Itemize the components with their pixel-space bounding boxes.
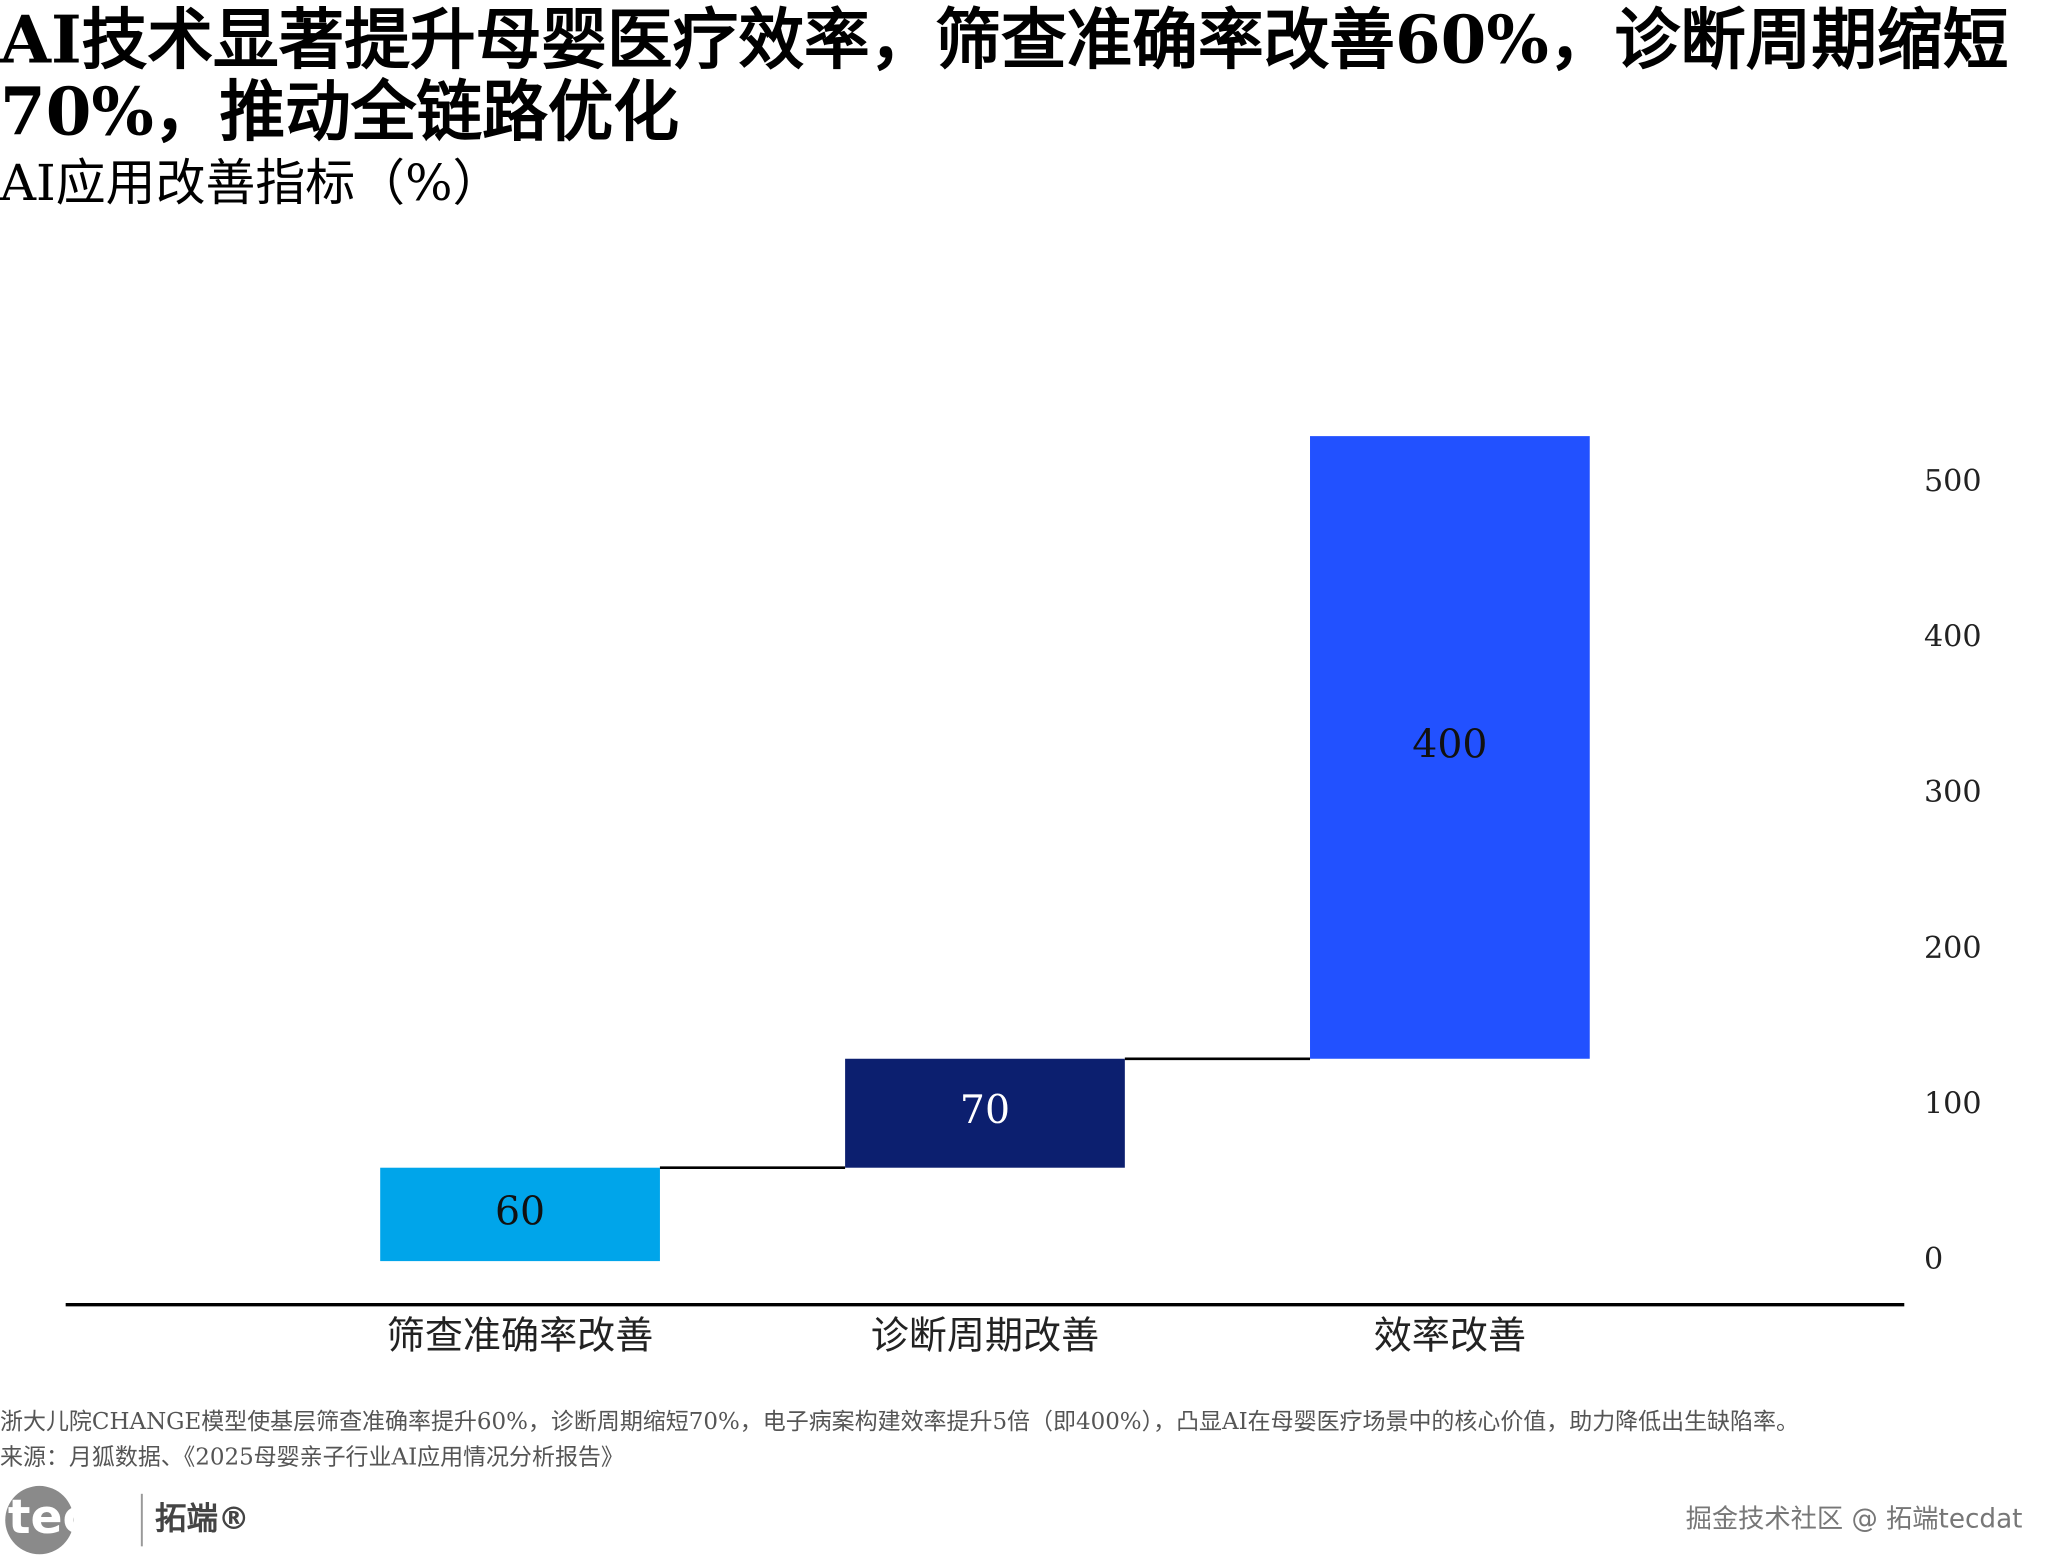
bar xyxy=(380,1167,660,1262)
y-tick-label: 300 xyxy=(1924,775,1982,810)
value-label: 400 xyxy=(1412,721,1487,767)
chart-title: AI技术显著提升母婴医疗效率，筛查准确率改善60%，诊断周期缩短70%，推动全链… xyxy=(0,3,2009,151)
y-tick-label: 0 xyxy=(1924,1242,1943,1277)
x-tick-label: 筛查准确率改善 xyxy=(387,1313,654,1357)
logo-circle xyxy=(5,1485,74,1555)
logo-name: 拓端® xyxy=(155,1501,250,1537)
chart-subtitle: AI应用改善指标（%） xyxy=(0,154,503,213)
logo-mark: tecdat xyxy=(8,1490,179,1545)
y-tick-label: 100 xyxy=(1924,1086,1982,1121)
y-tick-label: 200 xyxy=(1924,931,1982,966)
watermark: 掘金技术社区 @ 拓端tecdat xyxy=(1686,1505,2023,1535)
x-tick-label: 效率改善 xyxy=(1374,1313,1526,1357)
bar xyxy=(1310,436,1590,1059)
x-tick-label: 诊断周期改善 xyxy=(871,1313,1099,1357)
value-label: 60 xyxy=(495,1188,545,1234)
bar xyxy=(845,1058,1125,1168)
header-box: AI技术显著提升母婴医疗效率，筛查准确率改善60%，诊断周期缩短70%，推动全链… xyxy=(0,3,2054,216)
header: AI技术显著提升母婴医疗效率，筛查准确率改善60%，诊断周期缩短70%，推动全链… xyxy=(0,3,2054,216)
note: 浙大儿院CHANGE模型使基层筛查准确率提升60%，诊断周期缩短70%，电子病案… xyxy=(0,1409,1799,1435)
value-label: 70 xyxy=(960,1087,1010,1133)
y-tick-label: 500 xyxy=(1924,464,1982,499)
y-tick-label: 400 xyxy=(1924,619,1982,654)
source: 来源：月狐数据、《2025母婴亲子行业AI应用情况分析报告》 xyxy=(0,1444,624,1470)
